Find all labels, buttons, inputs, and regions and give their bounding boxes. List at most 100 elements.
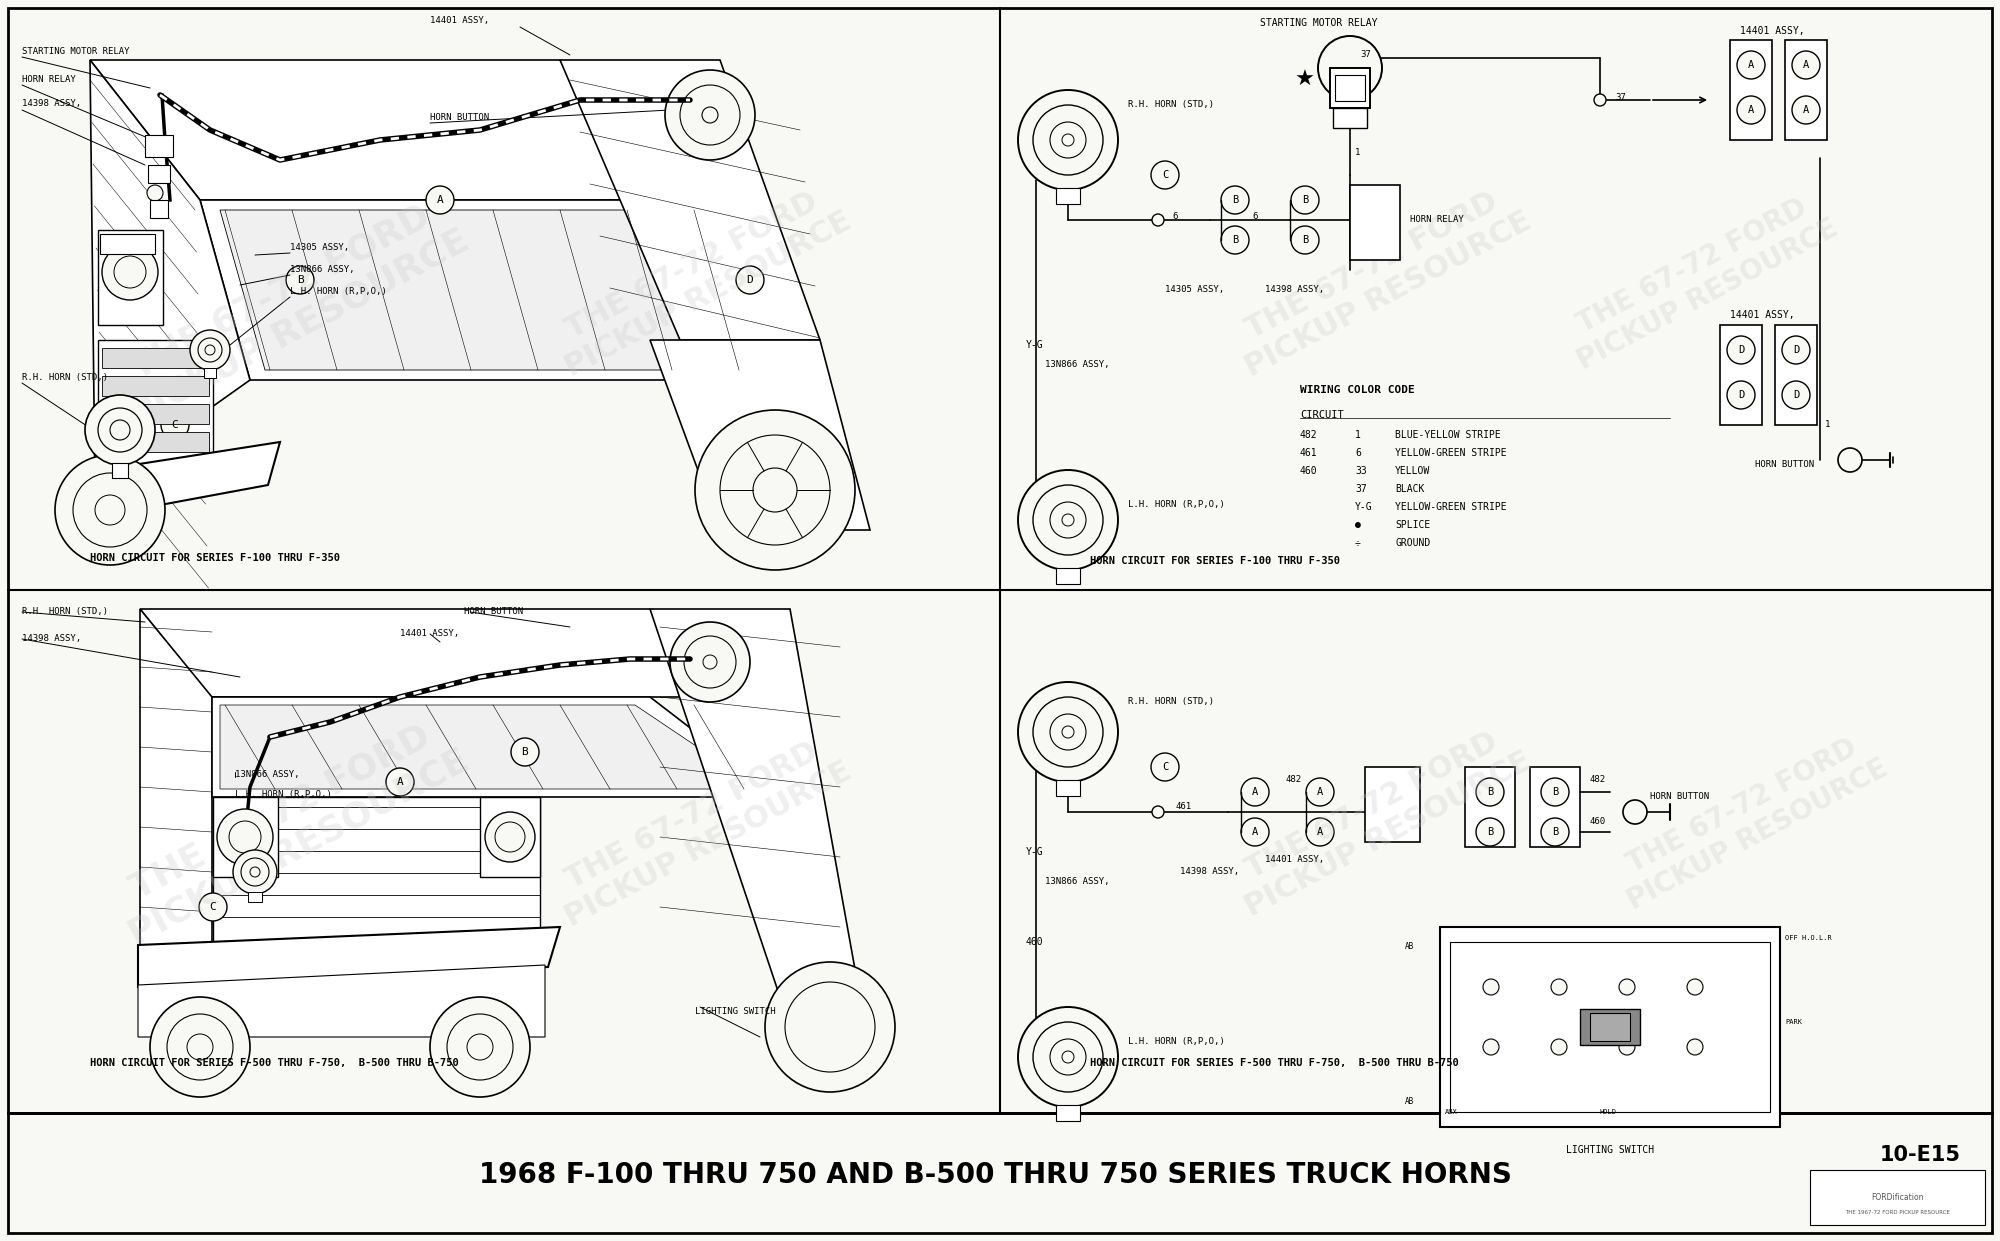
Bar xyxy=(1056,568,1080,585)
Bar xyxy=(102,376,208,396)
Circle shape xyxy=(1152,805,1164,818)
Text: A: A xyxy=(1252,827,1258,836)
Text: THE 67-72 FORD
PICKUP RESOURCE: THE 67-72 FORD PICKUP RESOURCE xyxy=(544,177,856,382)
Polygon shape xyxy=(200,200,780,380)
Bar xyxy=(1776,325,1816,424)
Circle shape xyxy=(1540,778,1568,805)
Circle shape xyxy=(286,266,314,294)
Circle shape xyxy=(1728,381,1756,410)
Circle shape xyxy=(496,822,524,853)
Polygon shape xyxy=(140,697,540,797)
Circle shape xyxy=(1552,979,1568,995)
Polygon shape xyxy=(138,927,560,987)
Text: 14305 ASSY,: 14305 ASSY, xyxy=(290,243,350,252)
Polygon shape xyxy=(90,60,720,200)
Bar xyxy=(148,165,170,182)
Text: 37: 37 xyxy=(1616,93,1626,102)
Circle shape xyxy=(1318,36,1382,101)
Circle shape xyxy=(1620,979,1636,995)
Text: THE 67-72 FORD
PICKUP RESOURCE: THE 67-72 FORD PICKUP RESOURCE xyxy=(104,709,476,952)
Circle shape xyxy=(1552,1039,1568,1055)
Text: A: A xyxy=(1748,60,1754,69)
Text: A: A xyxy=(1316,827,1324,836)
Text: YELLOW: YELLOW xyxy=(1396,467,1430,477)
Circle shape xyxy=(148,185,164,201)
Text: 13N866 ASSY,: 13N866 ASSY, xyxy=(290,266,354,274)
Circle shape xyxy=(1018,91,1118,190)
Text: 13N866 ASSY,: 13N866 ASSY, xyxy=(1044,360,1110,369)
Text: HORN BUTTON: HORN BUTTON xyxy=(464,607,524,616)
Text: THE 67-72 FORD
PICKUP RESOURCE: THE 67-72 FORD PICKUP RESOURCE xyxy=(1608,725,1892,915)
Text: R.H. HORN (STD,): R.H. HORN (STD,) xyxy=(22,607,108,616)
Circle shape xyxy=(1032,105,1104,175)
Bar xyxy=(1450,942,1770,1112)
Circle shape xyxy=(190,330,230,370)
Text: 6: 6 xyxy=(1356,448,1360,458)
Text: 482: 482 xyxy=(1590,774,1606,784)
Circle shape xyxy=(426,186,454,213)
Text: FORDification: FORDification xyxy=(1870,1193,1924,1201)
Circle shape xyxy=(1476,818,1504,846)
Circle shape xyxy=(1240,818,1270,846)
Circle shape xyxy=(764,962,896,1092)
Bar xyxy=(1350,185,1400,261)
Text: 10-E15: 10-E15 xyxy=(1880,1145,1960,1165)
Text: AUX: AUX xyxy=(1444,1109,1458,1114)
Circle shape xyxy=(1306,818,1334,846)
Text: SPLICE: SPLICE xyxy=(1396,520,1430,530)
Bar xyxy=(1364,767,1420,841)
Text: B: B xyxy=(1486,827,1494,836)
Text: BLACK: BLACK xyxy=(1396,484,1424,494)
Text: 1: 1 xyxy=(1356,148,1360,158)
Circle shape xyxy=(1292,186,1320,213)
Circle shape xyxy=(150,997,250,1097)
Text: ÷: ÷ xyxy=(1356,539,1360,549)
Bar xyxy=(1786,40,1828,140)
Text: 14398 ASSY,: 14398 ASSY, xyxy=(1266,285,1324,294)
Bar xyxy=(1810,1170,1984,1225)
Circle shape xyxy=(102,244,158,300)
Text: 1: 1 xyxy=(1356,429,1360,441)
Circle shape xyxy=(1792,51,1820,79)
Text: THE 1967-72 FORD PICKUP RESOURCE: THE 1967-72 FORD PICKUP RESOURCE xyxy=(1844,1210,1950,1215)
Bar xyxy=(8,7,1992,1113)
Polygon shape xyxy=(650,340,870,530)
Text: 6: 6 xyxy=(1172,212,1178,221)
Circle shape xyxy=(430,997,530,1097)
Circle shape xyxy=(680,84,740,145)
Text: 461: 461 xyxy=(1176,802,1192,812)
Bar xyxy=(212,797,278,877)
Polygon shape xyxy=(220,705,760,789)
Polygon shape xyxy=(212,697,780,797)
Text: HORN CIRCUIT FOR SERIES F-100 THRU F-350: HORN CIRCUIT FOR SERIES F-100 THRU F-350 xyxy=(90,553,340,563)
Circle shape xyxy=(1624,800,1648,824)
Text: HORN BUTTON: HORN BUTTON xyxy=(1756,460,1814,469)
Circle shape xyxy=(228,822,260,853)
Text: HORN BUTTON: HORN BUTTON xyxy=(1650,792,1710,800)
Circle shape xyxy=(1018,1006,1118,1107)
Text: A: A xyxy=(396,777,404,787)
Text: LIGHTING SWITCH: LIGHTING SWITCH xyxy=(1566,1145,1654,1155)
Bar xyxy=(1056,1104,1080,1121)
Circle shape xyxy=(206,345,216,355)
Circle shape xyxy=(1062,726,1074,738)
Circle shape xyxy=(386,768,414,795)
Text: A: A xyxy=(436,195,444,205)
Circle shape xyxy=(1050,503,1086,539)
Text: A: A xyxy=(1252,787,1258,797)
Text: B: B xyxy=(1232,195,1238,205)
Circle shape xyxy=(110,419,130,441)
Text: L.H. HORN (R,P,O,): L.H. HORN (R,P,O,) xyxy=(290,287,386,297)
Text: 13N866 ASSY,: 13N866 ASSY, xyxy=(236,769,300,779)
Text: 37: 37 xyxy=(1356,484,1366,494)
Bar xyxy=(112,463,128,478)
Bar xyxy=(1730,40,1772,140)
Circle shape xyxy=(1152,753,1180,781)
Polygon shape xyxy=(90,60,250,490)
Circle shape xyxy=(232,850,276,894)
Circle shape xyxy=(1292,226,1320,254)
Circle shape xyxy=(168,1014,232,1080)
Text: AB: AB xyxy=(1404,1097,1414,1106)
Text: C: C xyxy=(172,419,178,429)
Circle shape xyxy=(1018,683,1118,782)
